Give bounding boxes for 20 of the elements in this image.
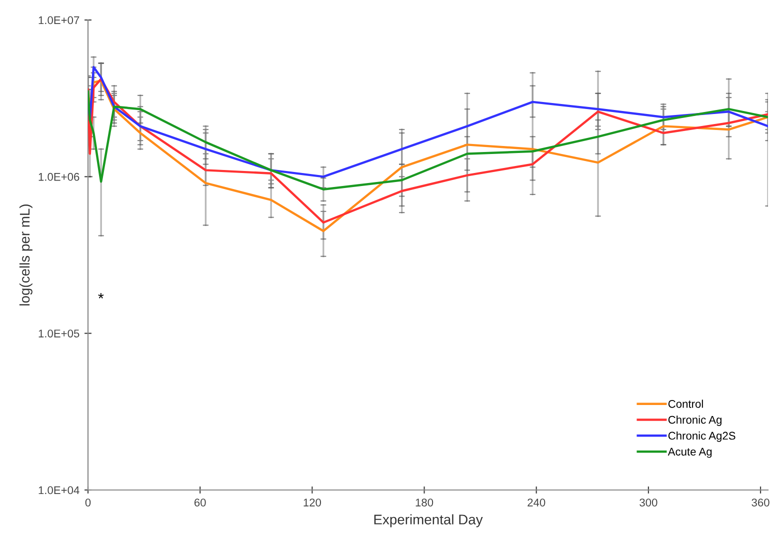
x-tick-label: 360 (752, 498, 770, 506)
x-tick-label: 60 (194, 498, 206, 506)
annotation: * (98, 293, 104, 298)
y-tick-label: 1.0E+06 (38, 172, 80, 181)
x-tick-label: 0 (85, 498, 91, 506)
y-tick-label: 1.0E+07 (38, 16, 80, 24)
x-tick-label: 240 (528, 498, 546, 506)
legend-label: Control (668, 400, 703, 408)
x-tick-label: 180 (416, 498, 434, 506)
legend-label: Acute Ag (668, 448, 712, 458)
y-tick-label: 1.0E+05 (38, 330, 80, 338)
x-axis-title: Experimental Day (374, 514, 483, 528)
legend-label: Chronic Ag (668, 416, 722, 426)
y-axis-title: log(cells per mL) (19, 204, 32, 306)
line-series (88, 66, 768, 178)
legend-label: Chronic Ag2S (668, 432, 736, 442)
x-tick-label: 300 (640, 498, 658, 506)
line-series (88, 90, 768, 190)
y-tick-label: 1.0E+04 (38, 486, 80, 494)
x-tick-label: 120 (304, 498, 322, 506)
